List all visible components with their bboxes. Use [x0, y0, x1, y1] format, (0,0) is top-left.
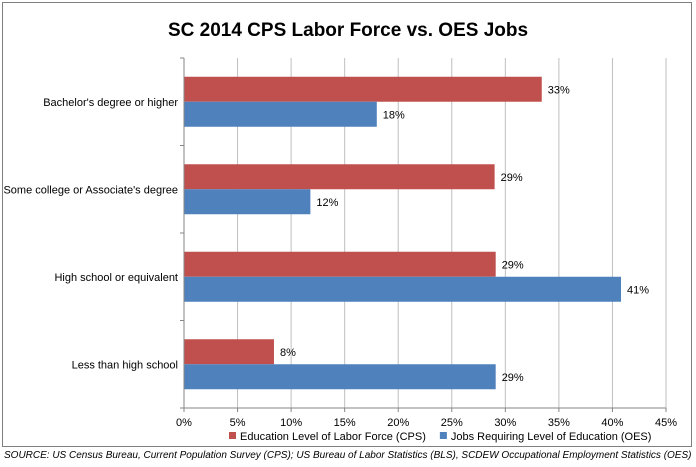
- x-tick-label: 45%: [655, 417, 677, 429]
- x-tick-label: 0%: [176, 417, 192, 429]
- bars: 33% 18% 29% 12% 29% 41% 8% 29%: [184, 76, 649, 390]
- category-label: Less than high school: [72, 359, 178, 371]
- source-note: SOURCE: US Census Bureau, Current Popula…: [4, 450, 692, 461]
- category-label: Bachelor's degree or higher: [43, 97, 178, 109]
- bar: [184, 189, 311, 215]
- category-label: High school or equivalent: [54, 272, 178, 284]
- x-tick-label: 35%: [548, 417, 570, 429]
- legend-swatch: [229, 432, 236, 439]
- bar: [184, 276, 622, 302]
- x-tick-label: 5%: [230, 417, 246, 429]
- bar: [184, 101, 377, 127]
- category-label: Some college or Associate's degree: [3, 184, 178, 196]
- bar: [184, 339, 274, 365]
- bar-chart: SC 2014 CPS Labor Force vs. OES Jobs 33%…: [3, 20, 677, 443]
- axes: 0% 5% 10% 15% 20% 25% 30% 35% 40% 45% Bachelor's d…: [3, 57, 677, 429]
- legend-label: Jobs Requiring Level of Education (OES): [451, 431, 652, 443]
- data-label: 12%: [316, 197, 338, 209]
- bar: [184, 76, 542, 102]
- legend-label: Education Level of Labor Force (CPS): [240, 431, 426, 443]
- x-tick-label: 15%: [334, 417, 356, 429]
- x-tick-label: 40%: [601, 417, 623, 429]
- x-tick-label: 10%: [280, 417, 302, 429]
- data-label: 8%: [280, 347, 296, 359]
- legend-swatch: [439, 432, 447, 439]
- x-tick-label: 30%: [494, 417, 516, 429]
- x-tick-label: 20%: [387, 417, 409, 429]
- chart-title: SC 2014 CPS Labor Force vs. OES Jobs: [168, 20, 528, 41]
- data-label: 41%: [627, 284, 649, 296]
- data-label: 18%: [383, 109, 405, 121]
- legend: Education Level of Labor Force (CPS) Jobs…: [229, 431, 651, 443]
- data-label: 29%: [502, 259, 524, 271]
- chart-frame: SC 2014 CPS Labor Force vs. OES Jobs 33%…: [2, 2, 692, 447]
- data-label: 33%: [548, 84, 570, 96]
- bar: [184, 251, 496, 277]
- data-label: 29%: [501, 172, 523, 184]
- bar: [184, 364, 496, 390]
- bar: [184, 164, 495, 190]
- data-label: 29%: [502, 372, 524, 384]
- x-tick-label: 25%: [441, 417, 463, 429]
